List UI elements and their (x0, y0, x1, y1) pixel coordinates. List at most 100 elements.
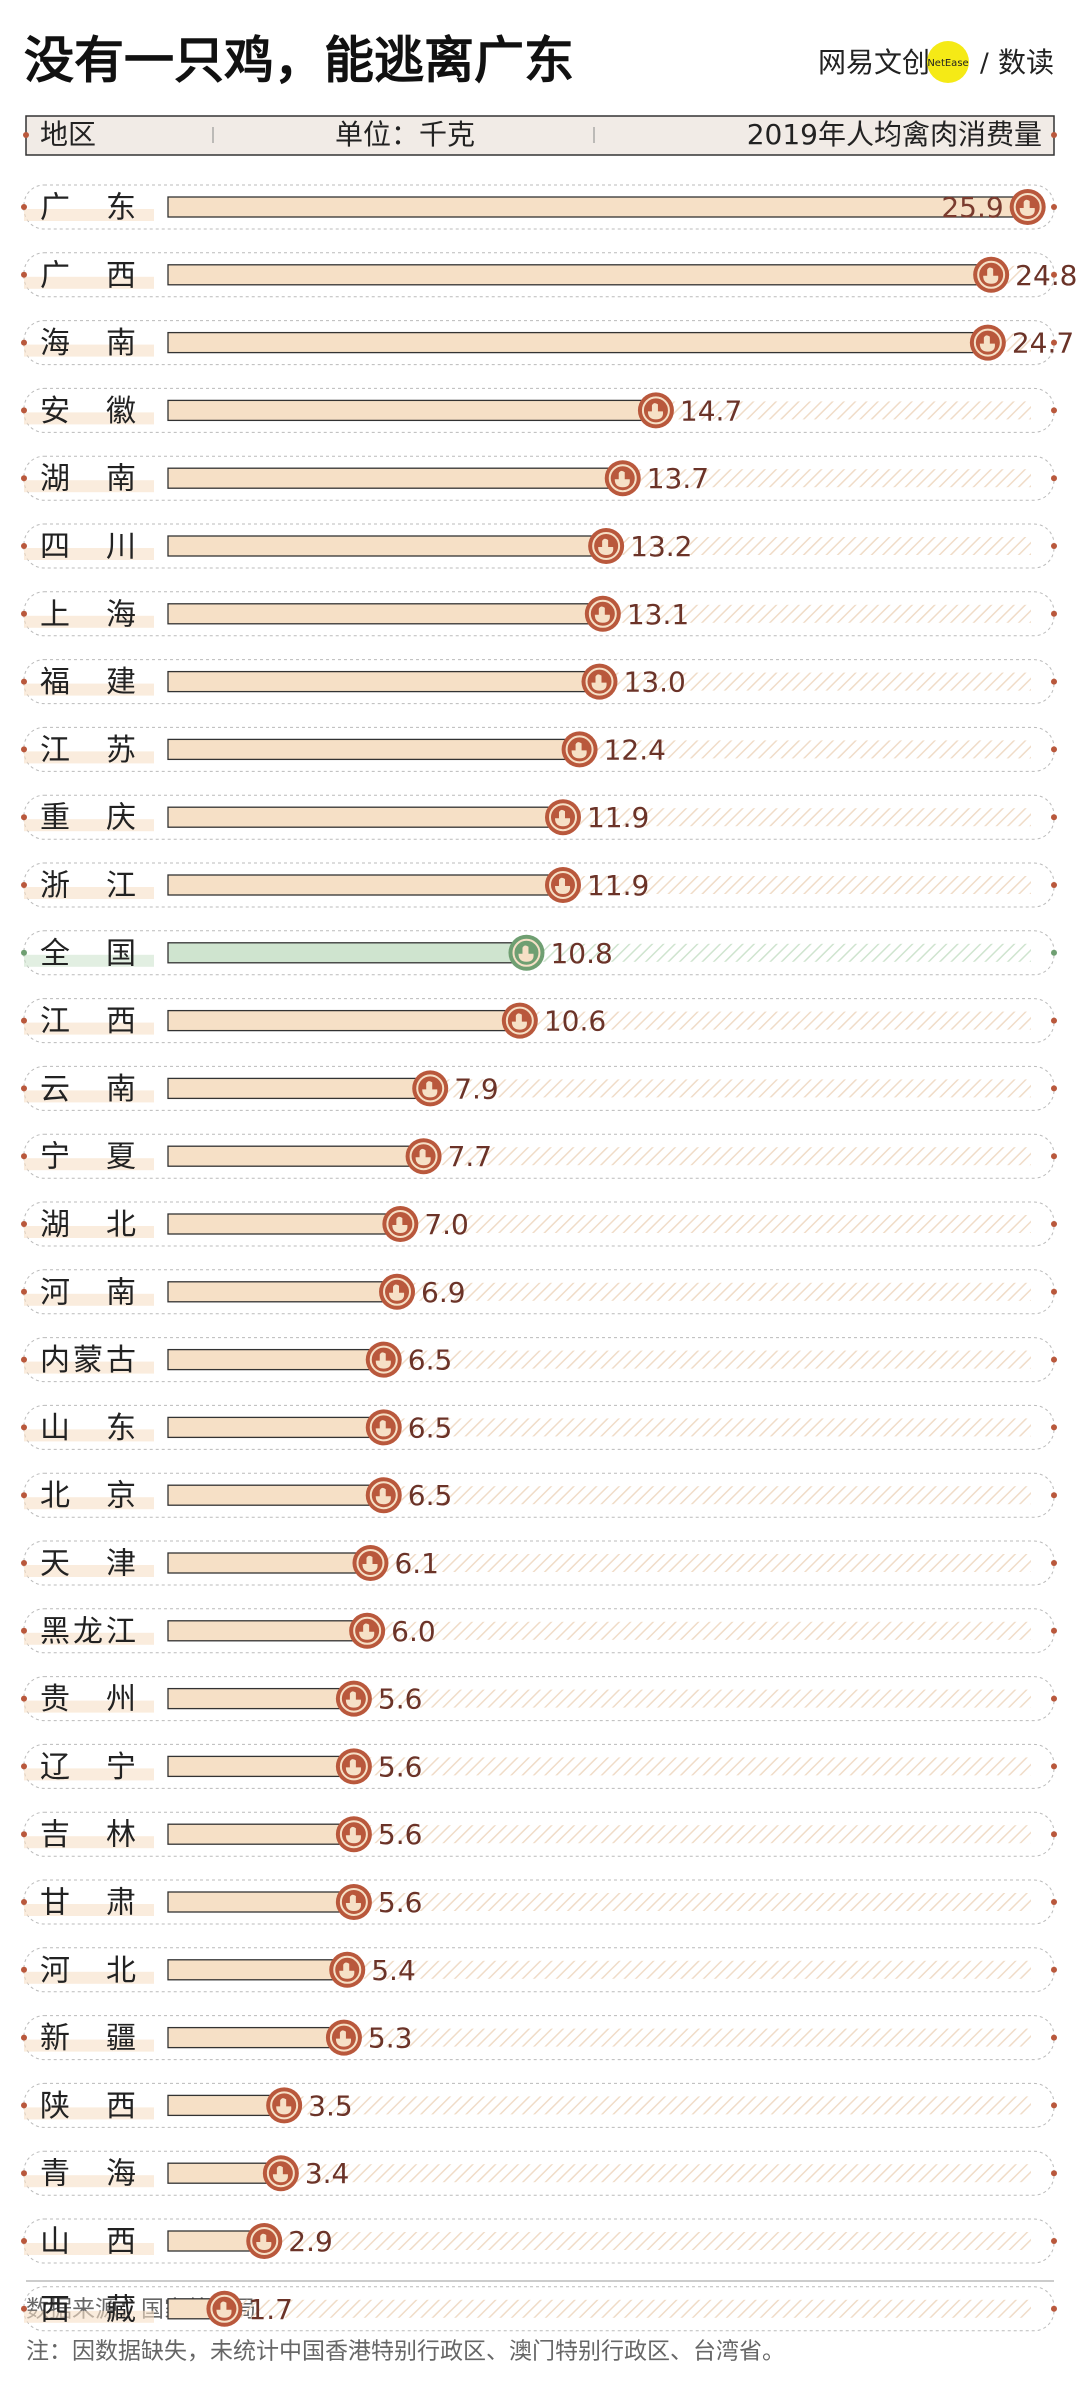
track (224, 2299, 1031, 2318)
bar (167, 1009, 521, 1032)
value-label: 7.0 (424, 1208, 469, 1241)
row-dot (21, 1153, 27, 1160)
row-dot (21, 339, 27, 346)
row-dot (21, 1763, 27, 1770)
value-label: 2.9 (288, 2225, 333, 2258)
row-dot (1051, 882, 1057, 888)
icon-inner (409, 1142, 438, 1171)
icon-chick (518, 945, 534, 962)
bar (167, 1077, 431, 1100)
row-frame (23, 2082, 1055, 2128)
label-underlay (24, 2107, 154, 2120)
row-frame (23, 2218, 1055, 2264)
icon-inner (977, 260, 1006, 289)
row-dot (21, 949, 27, 956)
row-frame (23, 659, 1055, 705)
label-underlay (24, 2243, 154, 2255)
value-label: 14.7 (680, 394, 742, 427)
icon-inner (369, 1345, 398, 1374)
row-dot (1051, 2238, 1057, 2244)
icon-inner (973, 328, 1002, 357)
row-frame (23, 2015, 1055, 2061)
row-dot (21, 1221, 27, 1227)
row-dot (1051, 1424, 1057, 1431)
row-dot (21, 2238, 27, 2244)
label-underlay (24, 2310, 154, 2323)
label-underlay (24, 1700, 154, 1713)
track (264, 2232, 1031, 2250)
value-label: 12.4 (604, 733, 666, 766)
row-dot (21, 2170, 27, 2177)
value-label: 5.4 (371, 1954, 416, 1987)
icon-inner (585, 667, 614, 696)
icon-inner (592, 532, 621, 560)
row-frame (23, 252, 1055, 298)
row-dot (21, 678, 27, 685)
icon-inner (250, 2227, 279, 2255)
row-frame (23, 523, 1055, 569)
value-label: 13.0 (624, 666, 686, 699)
icon-chick (591, 674, 607, 691)
label-underlay (24, 1293, 154, 1306)
label-underlay (24, 1429, 154, 1442)
bar (167, 603, 604, 625)
row-dot (1051, 407, 1057, 414)
icon-chick (335, 2030, 352, 2047)
track (397, 1282, 1031, 1301)
icon-inner (383, 1277, 412, 1306)
row-dot (21, 475, 27, 482)
label-underlay (24, 1768, 154, 1781)
row-dot (1051, 1627, 1057, 1634)
bar (167, 1755, 355, 1778)
header-measure: 2019年人均禽肉消费量 (747, 118, 1042, 151)
label-underlay (24, 1022, 154, 1035)
track (353, 1757, 1031, 1776)
label-underlay (24, 1971, 154, 1984)
brand-sub: 数读 (998, 46, 1054, 79)
row-frame (23, 1879, 1055, 1925)
track (430, 1079, 1031, 1098)
icon-inner (339, 1820, 368, 1849)
label-underlay (24, 1226, 154, 1238)
track (353, 1893, 1031, 1911)
row-dot (1051, 1899, 1057, 1905)
value-label: 25.9 (941, 191, 1003, 224)
row-frame (23, 930, 1055, 976)
icon-chick (359, 1623, 375, 1640)
track (400, 1215, 1031, 1233)
icon-inner (369, 1413, 398, 1442)
bar (167, 874, 564, 896)
row-dot (21, 1356, 27, 1363)
icon-inner (565, 735, 594, 764)
icon-inner (588, 599, 617, 628)
dot (23, 132, 29, 138)
row-dot (21, 610, 27, 617)
row-frame (23, 1472, 1055, 1518)
row-dot (1051, 1288, 1057, 1295)
row-frame (23, 1133, 1055, 1179)
row-dot (1051, 678, 1057, 685)
bar (167, 670, 601, 693)
icon-chick (1019, 199, 1035, 216)
icon-inner (270, 2091, 299, 2120)
row-dot (1051, 1492, 1057, 1499)
row-dot (1051, 339, 1057, 346)
track (367, 1621, 1032, 1640)
row-frame (23, 1201, 1055, 1247)
track (383, 1486, 1031, 1505)
bar (167, 1687, 355, 1710)
value-label: 13.7 (647, 462, 709, 495)
value-label: 5.6 (378, 1818, 423, 1851)
bar (167, 2026, 345, 2049)
row-dot (21, 2102, 27, 2109)
label-underlay (24, 1497, 154, 1510)
track (370, 1554, 1031, 1572)
track (526, 943, 1031, 962)
value-label: 5.6 (378, 1750, 423, 1783)
row-dot (1051, 1695, 1057, 1702)
icon-inner (641, 396, 670, 425)
value-label: 11.9 (587, 869, 649, 902)
row-frame (23, 1811, 1055, 1857)
row-frame (23, 591, 1055, 637)
value-label: 7.7 (448, 1140, 493, 1173)
